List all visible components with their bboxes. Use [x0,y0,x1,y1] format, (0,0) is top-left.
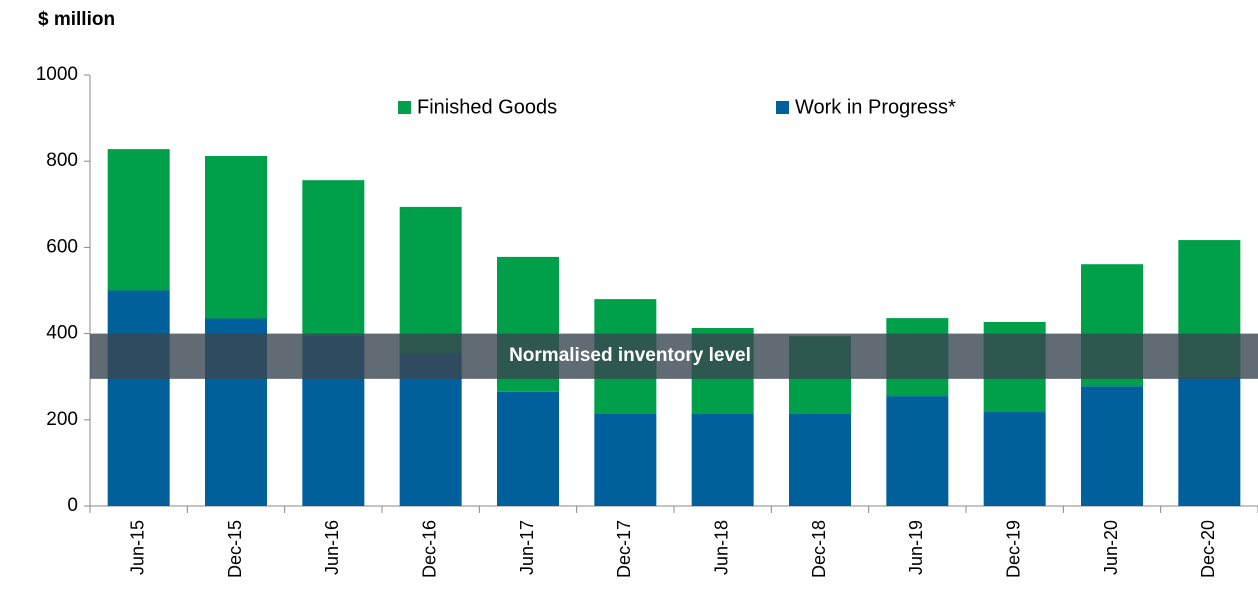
bar-segment [107,149,170,291]
x-tick-label: Jun-19 [906,520,926,575]
bar-segment [983,412,1046,506]
legend-swatch [776,101,789,114]
x-tick-label: Jun-15 [127,520,147,575]
bar-segment [302,180,365,336]
bar-segment [789,413,851,506]
x-tick-label: Jun-16 [322,520,342,575]
y-tick-label: 0 [67,495,78,516]
bar-segment [1178,376,1241,506]
x-tick-label: Dec-20 [1198,520,1218,578]
band [90,333,1258,379]
x-tick-label: Dec-15 [225,520,245,578]
x-tick-label: Dec-17 [614,520,634,578]
bar-segment [205,156,267,319]
y-tick-label: 800 [46,150,78,171]
bar-segment [497,391,559,506]
legend-label: Work in Progress* [795,96,956,118]
bar-segment [399,206,462,353]
bar-segment [691,413,754,506]
y-tick-label: 200 [46,409,78,430]
x-tick-label: Dec-18 [809,520,829,578]
x-tick-label: Jun-18 [711,520,731,575]
bar-segment [107,290,170,506]
x-tick-label: Jun-20 [1101,520,1121,575]
chart-title: $ million [38,9,115,30]
bar-segment [594,413,657,506]
legend-swatch [398,101,411,114]
y-tick-label: 400 [46,323,78,344]
bar-segment [886,396,949,506]
y-tick-label: 1000 [36,64,78,85]
x-tick-label: Jun-17 [517,520,537,575]
legend-label: Finished Goods [417,96,557,118]
band-label: Normalised inventory level [509,345,751,366]
x-tick-label: Dec-16 [419,520,439,578]
y-tick-label: 600 [46,236,78,257]
bar-segment [1081,386,1143,506]
x-tick-label: Dec-19 [1003,520,1023,578]
